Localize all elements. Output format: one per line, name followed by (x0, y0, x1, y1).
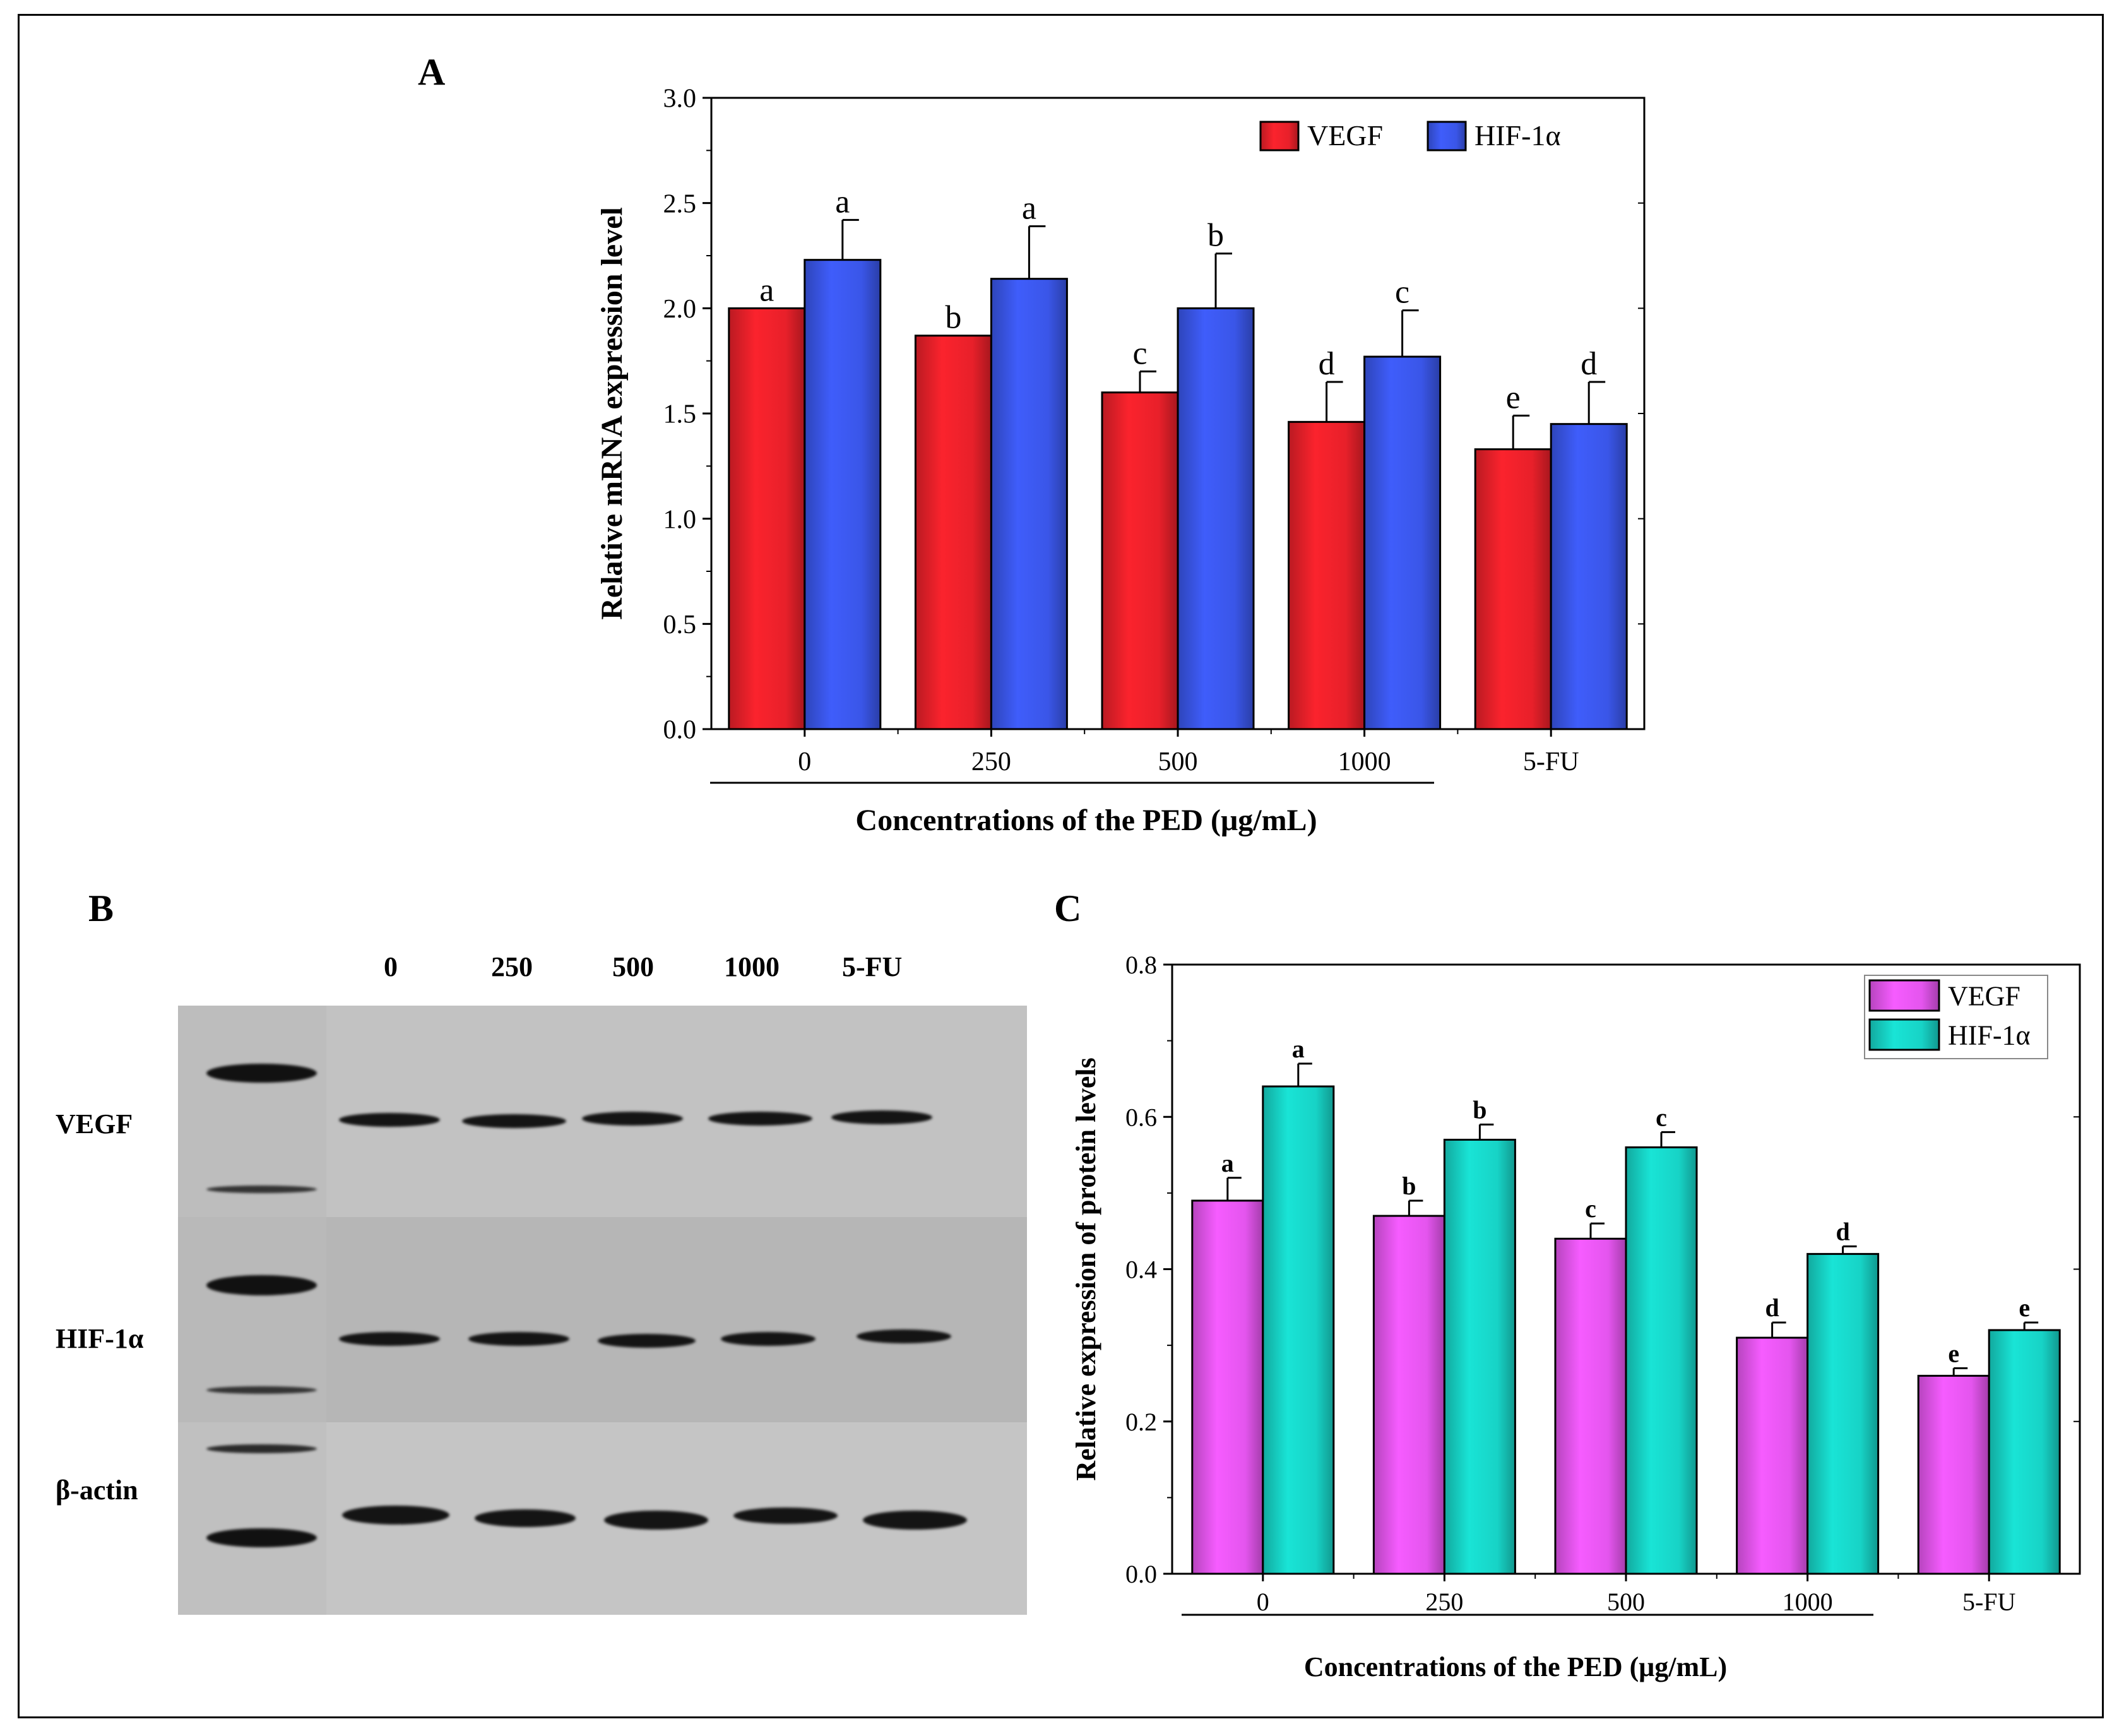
significance-letter: e (1506, 379, 1521, 415)
blot-band (342, 1506, 449, 1525)
significance-letter: b (945, 300, 961, 336)
blot-ladder (178, 1217, 326, 1422)
bar-hif1 (990, 278, 1068, 730)
blot-band (831, 1110, 932, 1124)
ladder-band (206, 1186, 317, 1193)
blot-strip-actin (178, 1422, 1027, 1615)
blot-ladder (178, 1422, 326, 1615)
blot-lane-label: 500 (612, 951, 654, 982)
x-tick-label: 5-FU (1523, 747, 1579, 776)
significance-letter: a (1022, 190, 1036, 226)
x-axis-title: Concentrations of the PED (μg/mL) (855, 804, 1317, 837)
blot-band (462, 1114, 566, 1128)
blot-band (604, 1511, 708, 1530)
figure-frame (18, 14, 2104, 1718)
blot-strip-vegf (178, 1006, 1027, 1217)
legend-label: VEGF (1307, 119, 1383, 152)
y-tick-label: 0.5 (663, 610, 697, 639)
significance-letter: b (1207, 218, 1224, 254)
y-tick-label: 0.0 (663, 716, 697, 745)
y-tick-label: 1.5 (663, 400, 697, 429)
bar-hif1 (1550, 423, 1628, 730)
panel-b-label: B (88, 888, 114, 929)
significance-letter: c (1132, 335, 1147, 371)
significance-letter: a (835, 184, 850, 220)
ladder-band (206, 1444, 317, 1453)
x-tick-label: 1000 (1338, 747, 1391, 776)
x-tick-label: 500 (1158, 747, 1198, 776)
y-tick-label: 1.0 (663, 505, 697, 534)
blot-lane-label: 5-FU (842, 951, 903, 982)
bar-vegf (914, 335, 992, 730)
ladder-band (206, 1528, 317, 1547)
blot-row-label-actin: β-actin (56, 1475, 138, 1506)
bar-vegf (1288, 420, 1366, 730)
significance-letter: d (1319, 346, 1335, 382)
y-tick-label: 2.5 (663, 189, 697, 218)
ladder-band (206, 1386, 317, 1394)
blot-band (468, 1332, 569, 1346)
blot-band (582, 1112, 683, 1126)
ladder-band (206, 1275, 317, 1295)
blot-lane-label: 250 (491, 951, 533, 982)
bar-vegf (1101, 391, 1179, 730)
blot-band (721, 1332, 816, 1346)
blot-band (339, 1332, 440, 1346)
blot-band (598, 1334, 696, 1348)
blot-strip-hif (178, 1217, 1027, 1422)
western-blot-image (178, 1006, 1027, 1615)
bar-hif1 (1177, 307, 1255, 730)
legend-swatch (1427, 121, 1467, 152)
blot-lane-label: 1000 (724, 951, 780, 982)
blot-band (339, 1113, 440, 1127)
panel-a-label: A (418, 51, 446, 93)
bar-vegf (1474, 448, 1552, 730)
y-tick-label: 2.0 (663, 295, 697, 324)
y-axis-title: Relative mRNA expression level (595, 207, 629, 620)
significance-letter: c (1395, 275, 1409, 311)
significance-letter: a (759, 272, 774, 308)
blot-ladder (178, 1006, 326, 1217)
significance-letter: d (1581, 346, 1597, 382)
blot-band (863, 1511, 967, 1530)
blot-row-label-hif: HIF-1α (56, 1323, 144, 1354)
chart-a: 0.0 0.5 1.0 1.5 2.0 2.5 3.0 a b c d e a a b c d 0 250 500 10… (595, 85, 1646, 837)
blot-band (857, 1329, 951, 1343)
legend-swatch (1259, 121, 1300, 152)
blot-band (475, 1509, 576, 1527)
x-tick-label: 250 (971, 747, 1011, 776)
x-tick-label: 0 (798, 747, 811, 776)
bar-vegf (728, 307, 806, 730)
legend-label: HIF-1α (1474, 119, 1561, 152)
bar-hif1 (804, 259, 882, 730)
y-tick-label: 3.0 (663, 85, 697, 114)
blot-lane-label: 0 (384, 951, 398, 982)
panel-c-label: C (1054, 888, 1082, 929)
blot-row-label-vegf: VEGF (56, 1109, 133, 1139)
blot-band (733, 1507, 838, 1524)
blot-band (708, 1112, 812, 1126)
bar-hif1 (1363, 355, 1442, 730)
ladder-band (206, 1064, 317, 1083)
